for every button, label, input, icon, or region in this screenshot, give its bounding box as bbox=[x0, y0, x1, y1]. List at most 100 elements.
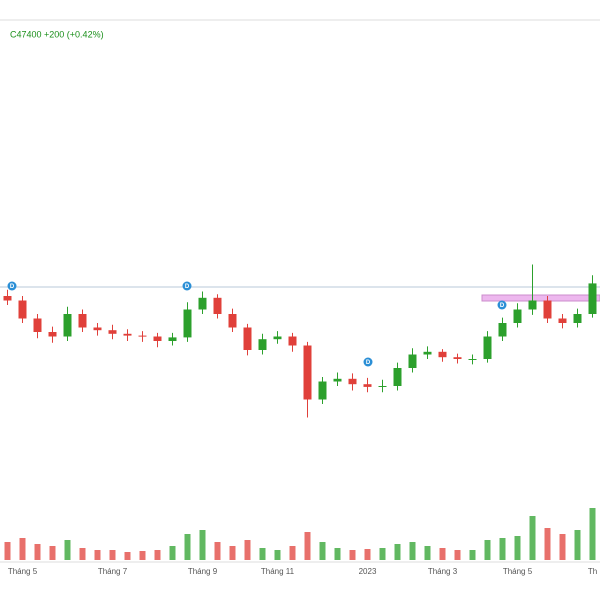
volume-bar bbox=[79, 548, 86, 560]
volume-bar bbox=[334, 548, 341, 560]
volume-bar bbox=[229, 546, 236, 560]
candle-body bbox=[453, 357, 462, 359]
candle-body bbox=[228, 314, 237, 328]
volume-bar bbox=[484, 540, 491, 560]
candle-body bbox=[213, 297, 222, 314]
volume-bar bbox=[379, 548, 386, 560]
event-marker bbox=[363, 357, 373, 367]
candle-body bbox=[528, 300, 537, 310]
volume-bar bbox=[4, 542, 11, 560]
volume-bar bbox=[49, 546, 56, 560]
volume-bar bbox=[199, 530, 206, 560]
candle-body bbox=[423, 351, 432, 355]
price-header: C47400 +200 (+0.42%) bbox=[10, 29, 104, 39]
x-tick-label: 2023 bbox=[359, 567, 377, 576]
candle-body bbox=[378, 386, 387, 387]
candle-body bbox=[558, 318, 567, 323]
x-tick-label: Th bbox=[588, 567, 597, 576]
volume-bar bbox=[214, 542, 221, 560]
volume-bar bbox=[349, 550, 356, 560]
candle-body bbox=[168, 337, 177, 341]
volume-bar bbox=[319, 542, 326, 560]
volume-bar bbox=[34, 544, 41, 560]
candle-body bbox=[93, 327, 102, 331]
volume-bar bbox=[364, 549, 371, 560]
volume-bar bbox=[109, 550, 116, 560]
candle-body bbox=[183, 309, 192, 338]
candle-body bbox=[333, 378, 342, 382]
x-tick-label: Tháng 7 bbox=[98, 567, 128, 576]
candle-body bbox=[303, 345, 312, 400]
x-tick-label: Tháng 5 bbox=[503, 567, 533, 576]
candle-body bbox=[468, 359, 477, 360]
event-label: D bbox=[10, 284, 15, 290]
x-tick-label: Tháng 3 bbox=[428, 567, 458, 576]
volume-bar bbox=[409, 542, 416, 560]
event-label: D bbox=[500, 303, 505, 309]
candle-body bbox=[3, 296, 12, 301]
candle-body bbox=[483, 336, 492, 359]
candle-body bbox=[588, 283, 597, 314]
candle-body bbox=[513, 309, 522, 323]
candle-body bbox=[108, 330, 117, 334]
volume-bar bbox=[289, 546, 296, 560]
volume-bar bbox=[424, 546, 431, 560]
event-marker bbox=[182, 281, 192, 291]
candle-body bbox=[243, 327, 252, 350]
volume-bar bbox=[574, 530, 581, 560]
event-label: D bbox=[185, 284, 190, 290]
event-marker bbox=[497, 300, 507, 310]
x-tick-label: Tháng 11 bbox=[261, 567, 295, 576]
volume-bar bbox=[259, 548, 266, 560]
volume-bar bbox=[169, 546, 176, 560]
candle-body bbox=[498, 323, 507, 337]
candle-body bbox=[198, 297, 207, 310]
volume-bar bbox=[19, 538, 26, 560]
candle-body bbox=[438, 351, 447, 358]
volume-bar bbox=[394, 544, 401, 560]
candle-body bbox=[408, 354, 417, 368]
candle-body bbox=[78, 314, 87, 328]
volume-bar bbox=[439, 548, 446, 560]
volume-bar bbox=[184, 534, 191, 560]
candle-body bbox=[63, 314, 72, 337]
candle-body bbox=[288, 336, 297, 346]
volume-bar bbox=[514, 536, 521, 560]
candle-body bbox=[153, 336, 162, 341]
volume-bar bbox=[154, 550, 161, 560]
candle-body bbox=[18, 300, 27, 319]
candle-body bbox=[123, 333, 132, 336]
volume-bar bbox=[94, 550, 101, 560]
volume-bar bbox=[589, 508, 596, 560]
volume-bar bbox=[454, 550, 461, 560]
candle-body bbox=[348, 378, 357, 385]
x-tick-label: Tháng 5 bbox=[8, 567, 38, 576]
candle-body bbox=[273, 336, 282, 340]
zone-box bbox=[481, 294, 600, 302]
volume-bar bbox=[559, 534, 566, 560]
candle-body bbox=[33, 318, 42, 332]
volume-bar bbox=[139, 551, 146, 560]
volume-bar bbox=[304, 532, 311, 560]
volume-bar bbox=[544, 528, 551, 560]
candle-body bbox=[543, 300, 552, 319]
volume-bar bbox=[64, 540, 71, 560]
candle-body bbox=[363, 384, 372, 387]
candle-body bbox=[48, 332, 57, 337]
volume-bar bbox=[124, 552, 131, 560]
candle-body bbox=[318, 381, 327, 400]
event-label: D bbox=[366, 360, 371, 366]
volume-bar bbox=[469, 550, 476, 560]
candle-body bbox=[138, 335, 147, 337]
volume-bar bbox=[244, 540, 251, 560]
candle-body bbox=[258, 339, 267, 350]
volume-bar bbox=[274, 550, 281, 560]
volume-bar bbox=[529, 516, 536, 560]
candle-body bbox=[573, 314, 582, 323]
x-tick-label: Tháng 9 bbox=[188, 567, 218, 576]
candle-body bbox=[393, 368, 402, 386]
volume-bar bbox=[499, 538, 506, 560]
event-marker bbox=[7, 281, 17, 291]
